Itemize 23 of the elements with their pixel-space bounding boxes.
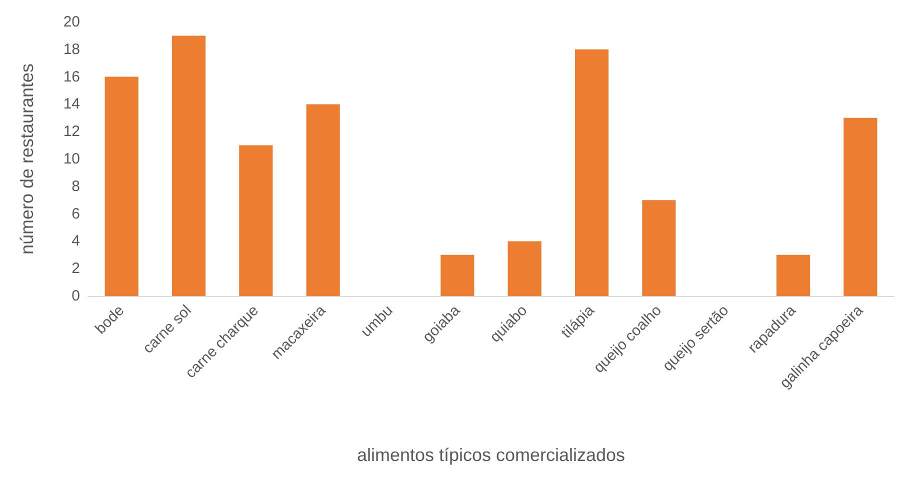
bar (776, 254, 810, 296)
x-axis-title: alimentos típicos comercializados (356, 445, 626, 465)
y-axis-title: número de restaurantes (17, 63, 37, 255)
y-tick-label: 8 (72, 178, 80, 195)
y-tick-label: 10 (63, 150, 80, 168)
bar (574, 49, 609, 296)
y-tick-label: 4 (72, 232, 80, 250)
y-tick-label: 0 (72, 288, 80, 304)
bar (508, 241, 542, 296)
bar (306, 104, 340, 296)
y-tick-label: 16 (63, 68, 80, 86)
bar (844, 118, 878, 296)
y-tick-label: 2 (72, 260, 80, 278)
bar (104, 76, 138, 296)
y-tick-label: 14 (63, 96, 80, 113)
bar (440, 254, 474, 296)
y-tick-label: 18 (63, 40, 80, 58)
bar (172, 36, 206, 296)
y-tick-label: 20 (63, 14, 80, 30)
bar (239, 145, 273, 296)
y-tick-label: 6 (72, 205, 80, 222)
bar (642, 200, 676, 296)
y-tick-label: 12 (63, 123, 80, 140)
